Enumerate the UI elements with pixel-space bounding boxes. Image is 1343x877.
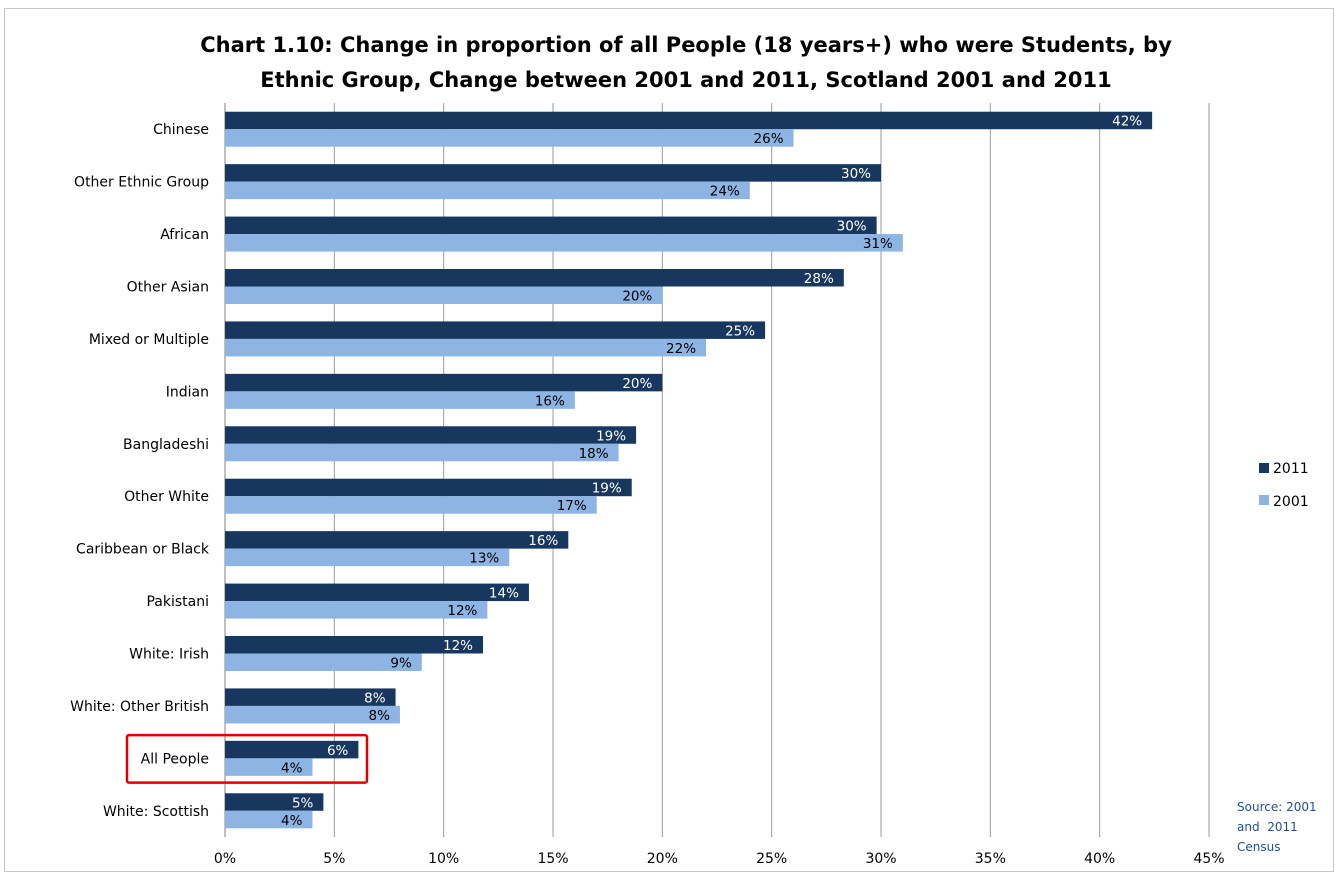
x-tick-label: 20% [647,851,678,867]
bar-2011 [225,583,529,602]
legend-swatch-2011 [1259,463,1269,473]
bar-2001 [225,181,750,200]
bar-2001 [225,286,663,304]
data-label-2001: 12% [447,603,477,619]
category-label: Other Asian [127,280,209,296]
data-label-2011: 12% [443,638,473,654]
legend-label-2011: 2011 [1273,461,1309,477]
bar-2001 [225,705,400,724]
data-label-2011: 19% [596,428,626,444]
data-label-2011: 30% [841,166,871,182]
bar-2011 [225,373,663,392]
bar-2011 [225,164,881,182]
source-line-2: and 2011 [1237,820,1298,834]
category-label: African [160,227,209,243]
data-label-2001: 31% [863,236,893,252]
category-label: Mixed or Multiple [89,332,209,348]
data-label-2011: 8% [364,690,386,706]
category-label: Other Ethnic Group [74,175,209,191]
bar-2011 [225,688,396,706]
data-label-2001: 4% [281,760,303,776]
chart-frame [4,8,1334,872]
x-tick-label: 15% [537,851,568,867]
category-label: White: Scottish [103,804,209,820]
data-label-2001: 8% [369,708,391,724]
x-tick-label: 35% [975,851,1006,867]
legend: 2011 2001 [1259,461,1309,510]
data-label-2011: 30% [837,219,867,235]
x-tick-label: 45% [1193,851,1224,867]
category-label: Caribbean or Black [76,542,210,558]
bar-2001 [225,443,619,462]
category-label: Chinese [153,122,209,138]
data-label-2001: 22% [666,341,696,357]
category-label: Bangladeshi [123,437,209,453]
data-label-2001: 9% [390,656,412,672]
data-label-2001: 20% [622,289,652,305]
category-label: All People [141,751,209,767]
data-label-2001: 13% [469,551,499,567]
category-label: Other White [124,489,209,505]
bar-2011 [225,216,877,235]
bar-2001 [225,129,794,147]
bar-2011 [225,531,569,549]
x-tick-label: 25% [756,851,787,867]
chart-title-line-2: Ethnic Group, Change between 2001 and 20… [260,68,1111,92]
x-tick-label: 0% [214,851,236,867]
legend-label-2001: 2001 [1273,494,1309,510]
source-note: Source: 2001 and 2011 Census [1237,800,1317,854]
data-label-2011: 6% [327,743,349,759]
category-label: White: Irish [129,647,209,663]
data-label-2001: 24% [710,184,740,200]
data-label-2001: 18% [579,446,609,462]
data-label-2011: 28% [804,271,834,287]
x-axis-ticks: 0% 5% 10% 15% 20% 25% 30% 35% 40% 45% [214,851,1225,867]
bar-2001 [225,810,313,829]
bar-2011 [225,478,632,497]
category-label: Pakistani [146,594,209,610]
chart-title-line-1: Chart 1.10: Change in proportion of all … [200,33,1172,57]
data-label-2011: 19% [592,481,622,497]
bar-2011 [225,269,844,287]
data-label-2001: 4% [281,813,303,829]
data-label-2011: 5% [292,795,314,811]
bar-2001 [225,758,313,776]
category-labels: Chinese Other Ethnic Group African Other As… [70,122,210,820]
x-tick-label: 30% [865,851,896,867]
bar-2011 [225,426,637,444]
data-label-2011: 16% [528,533,558,549]
data-label-2011: 20% [622,376,652,392]
bar-2011 [225,321,766,339]
bar-2001 [225,653,422,671]
data-label-2011: 14% [489,586,519,602]
legend-swatch-2001 [1259,495,1269,505]
bar-2011 [225,111,1153,130]
gridlines [224,103,1210,837]
data-label-2001: 16% [535,393,565,409]
bar-2011 [225,636,484,654]
bars: 42%26%30%24%30%31%28%20%25%22%20%16%19%1… [125,111,1153,829]
data-label-2011: 42% [1112,114,1142,130]
x-tick-label: 5% [323,851,345,867]
bar-2001 [225,548,510,567]
bar-2001 [225,391,575,409]
x-tick-label: 40% [1084,851,1115,867]
x-tick-label: 10% [428,851,459,867]
category-label: White: Other British [70,699,209,715]
bar-2011 [225,740,359,759]
data-label-2001: 17% [557,498,587,514]
category-label: Indian [166,384,209,400]
highlight-box [125,733,369,784]
bar-2001 [225,496,597,514]
data-label-2011: 25% [725,323,755,339]
bar-2001 [225,234,903,252]
bar-2001 [225,338,707,357]
source-line-1: Source: 2001 [1237,800,1317,814]
chart-title: Chart 1.10: Change in proportion of all … [200,33,1172,92]
bar-2001 [225,601,488,619]
source-line-3: Census [1237,840,1280,854]
data-label-2001: 26% [754,131,784,147]
bar-2011 [225,793,324,811]
